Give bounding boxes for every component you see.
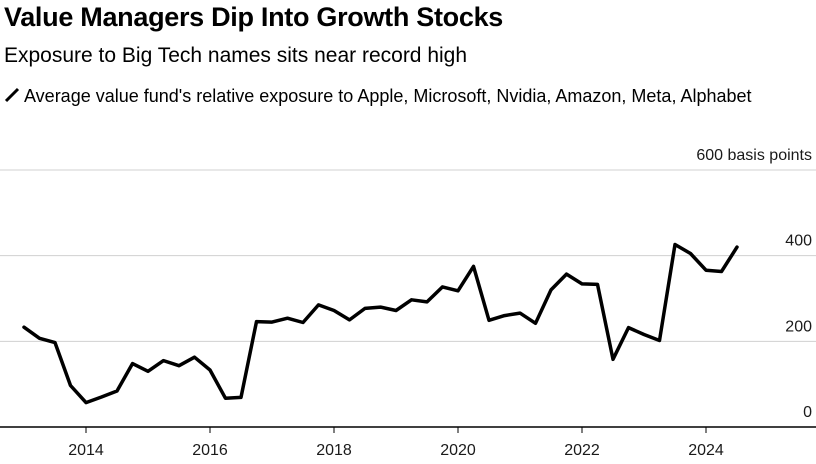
y-tick-label-600: 600 basis points	[696, 147, 812, 164]
y-axis-labels: 0 200 400 600 basis points	[696, 147, 812, 421]
data-point	[114, 388, 120, 394]
data-point	[192, 354, 198, 360]
data-point	[238, 394, 244, 400]
data-point	[331, 308, 337, 314]
data-point	[641, 332, 647, 338]
data-point	[595, 281, 601, 287]
data-point	[455, 288, 461, 294]
legend-label: Average value fund's relative exposure t…	[24, 86, 752, 106]
x-tick-label-2020: 2020	[440, 442, 476, 459]
chart-subtitle: Exposure to Big Tech names sits near rec…	[4, 44, 468, 67]
data-point	[471, 263, 477, 269]
y-tick-label-400: 400	[785, 233, 812, 250]
y-tick-label-200: 200	[785, 318, 812, 335]
x-tick-label-2018: 2018	[316, 442, 352, 459]
data-point	[688, 251, 694, 257]
data-point	[316, 302, 322, 308]
data-point	[161, 358, 167, 364]
x-tick-label-2024: 2024	[688, 442, 724, 459]
data-point	[21, 324, 27, 330]
x-axis-labels: 2014 2016 2018 2020 2022 2024	[68, 442, 724, 459]
data-point	[378, 304, 384, 310]
data-point	[347, 317, 353, 323]
data-point	[37, 335, 43, 341]
x-tick-label-2016: 2016	[192, 442, 228, 459]
data-point	[300, 320, 306, 326]
data-point	[393, 308, 399, 314]
data-point	[517, 310, 523, 316]
series-line-0	[22, 242, 739, 405]
data-point	[548, 287, 554, 293]
data-point	[254, 319, 260, 325]
data-point	[68, 383, 74, 389]
grid-lines	[0, 169, 816, 428]
series-layer	[21, 242, 740, 406]
data-point	[409, 297, 415, 303]
data-point	[99, 394, 105, 400]
data-point	[207, 367, 213, 373]
data-point	[672, 242, 678, 248]
x-tick-label-2022: 2022	[564, 442, 600, 459]
data-point	[440, 284, 446, 290]
x-axis-ticks	[85, 427, 707, 433]
x-tick-label-2014: 2014	[68, 442, 104, 459]
data-point	[626, 325, 632, 331]
data-point	[52, 340, 58, 346]
data-point	[83, 400, 89, 406]
data-point	[703, 267, 709, 273]
data-point	[176, 363, 182, 369]
data-point	[579, 281, 585, 287]
data-point	[610, 356, 616, 362]
data-point	[130, 361, 136, 367]
data-point	[502, 313, 508, 319]
data-point	[734, 244, 740, 250]
data-point	[657, 338, 663, 344]
data-point	[145, 368, 151, 374]
data-point	[424, 299, 430, 305]
y-tick-label-0: 0	[803, 404, 812, 421]
data-point	[269, 319, 275, 325]
data-point	[362, 305, 368, 311]
data-point	[719, 269, 725, 275]
data-point	[533, 320, 539, 326]
legend-line-icon	[4, 87, 20, 103]
data-point	[564, 271, 570, 277]
legend: Average value fund's relative exposure t…	[4, 84, 784, 108]
chart-title: Value Managers Dip Into Growth Stocks	[4, 2, 504, 32]
data-point	[285, 315, 291, 321]
data-point	[223, 395, 229, 401]
data-point	[486, 317, 492, 323]
